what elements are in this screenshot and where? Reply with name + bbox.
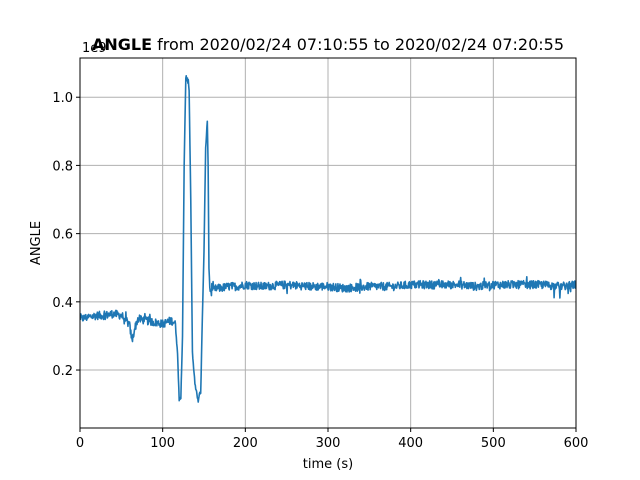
y-tick-label: 0.2 [52,364,73,379]
x-tick-label: 100 [150,436,175,451]
x-tick-label: 0 [76,436,84,451]
y-tick-label: 1.0 [52,91,73,106]
series-line [80,75,576,403]
x-tick-label: 200 [233,436,258,451]
plot-area [80,75,576,403]
x-axis: 0 100 200 300 400 500 600 [76,428,589,451]
y-axis: 0.2 0.4 0.6 0.8 1.0 [52,91,80,379]
y-tick-label: 0.6 [52,228,73,243]
x-axis-label: time (s) [303,457,353,472]
x-tick-label: 400 [398,436,423,451]
grid [79,58,577,428]
y-offset-text: 1e9 [82,41,107,56]
chart-title-bold: ANGLE [92,35,152,54]
x-tick-label: 300 [316,436,341,451]
x-tick-label: 600 [564,436,589,451]
chart-title: ANGLE from 2020/02/24 07:10:55 to 2020/0… [92,35,564,54]
y-tick-label: 0.8 [52,159,73,174]
chart-title-rest: from 2020/02/24 07:10:55 to 2020/02/24 0… [152,35,564,54]
y-axis-label: ANGLE [29,221,44,265]
x-tick-label: 500 [481,436,506,451]
y-tick-label: 0.4 [52,296,73,311]
